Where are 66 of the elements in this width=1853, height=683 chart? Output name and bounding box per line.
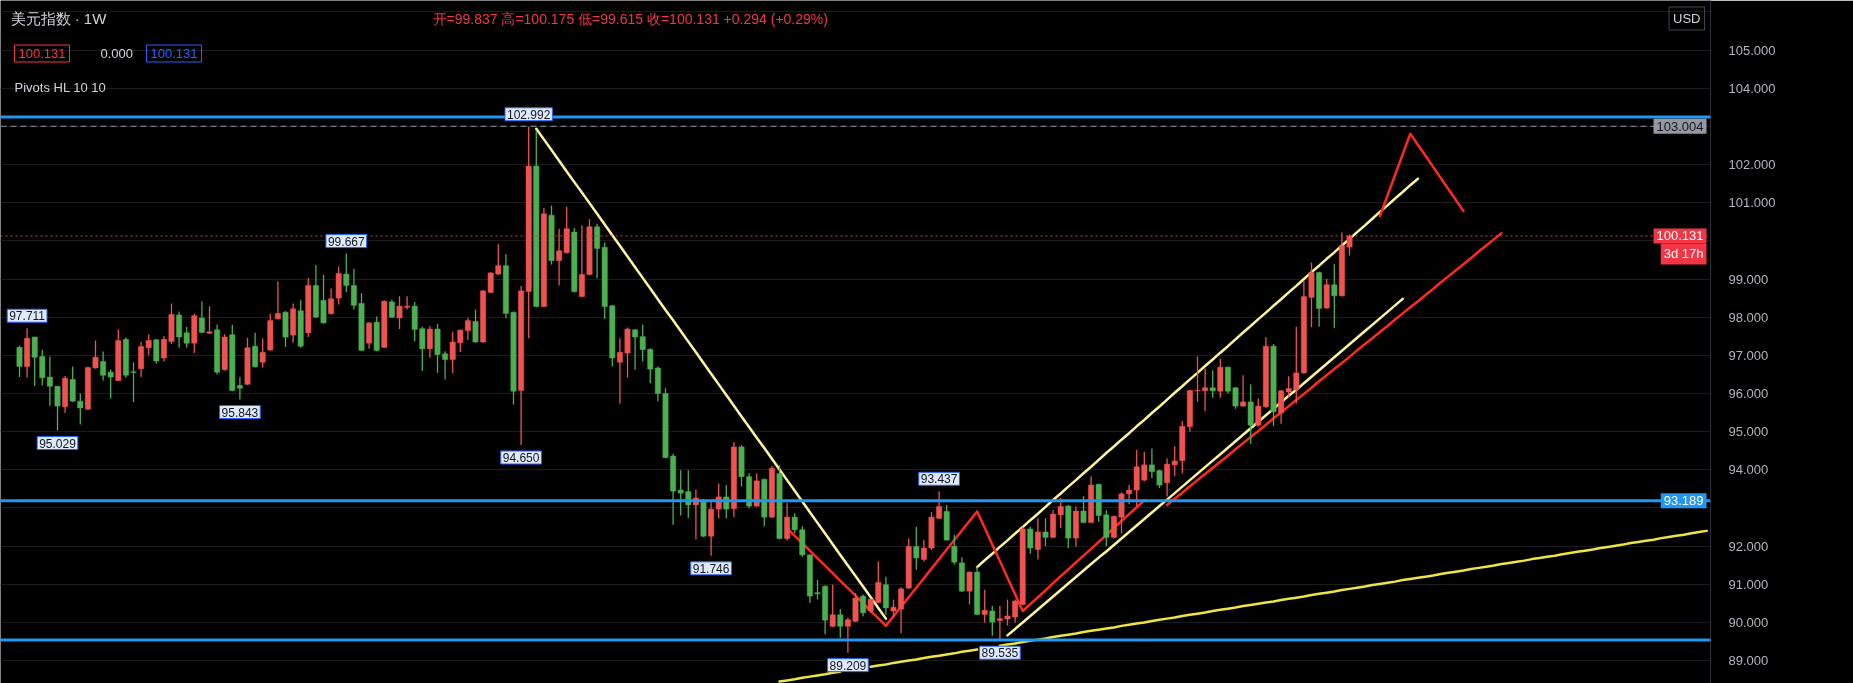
annotation: 100.131	[18, 46, 66, 61]
candlestick	[981, 588, 988, 624]
y-tick-label: 95.000	[1728, 424, 1769, 440]
candlestick	[1247, 383, 1254, 445]
annotation: 0.000	[100, 46, 134, 61]
annotation: 89.535	[981, 646, 1019, 661]
y-tick-label: 96.000	[1728, 386, 1769, 402]
candlestick	[206, 305, 213, 335]
line-series	[1378, 132, 1465, 218]
y-tick-label: 101.000	[1728, 195, 1776, 211]
y-tick-label: 92.000	[1728, 538, 1769, 554]
y-tick-label: 99.000	[1728, 271, 1769, 287]
candlestick	[1080, 495, 1087, 524]
annotation: 99.667	[327, 234, 365, 249]
annotation: 94.650	[502, 451, 540, 466]
y-tick-label: 90.000	[1728, 614, 1769, 630]
annotation: 102.992	[507, 107, 551, 122]
annotation: USD	[1673, 11, 1701, 26]
y-tick-label: 89.000	[1728, 653, 1769, 669]
candlestick	[966, 570, 973, 606]
candlestick	[784, 501, 791, 542]
annotation: 89.209	[829, 658, 867, 673]
y-tick-label: 98.000	[1728, 309, 1769, 325]
candlestick	[426, 325, 433, 359]
y-tick-label: 94.000	[1728, 462, 1769, 478]
ref-line-label: 93.189	[1663, 493, 1704, 509]
annotation: Pivots HL 10 10	[14, 80, 106, 95]
text: 美元指数 · 1W	[10, 10, 108, 27]
candlestick	[274, 280, 281, 321]
y-tick-label: 91.000	[1728, 576, 1769, 592]
annotation: 91.746	[692, 561, 730, 576]
candlestick	[153, 338, 160, 365]
candlestick	[913, 526, 920, 571]
candlestick	[388, 299, 395, 319]
line-series	[1006, 297, 1404, 637]
candlestick	[16, 344, 23, 378]
candlestick	[328, 287, 335, 316]
candlestick	[1027, 526, 1034, 555]
y-tick-label: 102.000	[1728, 157, 1776, 173]
annotation: 100.131	[150, 46, 198, 61]
candlestick	[1323, 278, 1330, 310]
candlestick	[1034, 517, 1041, 561]
y-tick-label: 104.000	[1728, 80, 1776, 96]
candlestick	[1331, 263, 1338, 329]
candlestick	[1042, 517, 1049, 547]
candlestick	[252, 332, 259, 369]
annotation: 95.843	[221, 405, 259, 420]
annotation: 95.029	[39, 436, 77, 451]
candlestick	[1240, 374, 1247, 408]
candlestick	[837, 608, 844, 639]
ref-line-label: 103.004	[1656, 118, 1704, 134]
text: 开=99.837 高=100.175 低=99.615 收=100.131 +0.294 (+0.29%)	[432, 10, 828, 27]
candlestick	[366, 321, 373, 350]
y-tick-label: 97.000	[1728, 347, 1769, 363]
candlestick	[198, 300, 205, 334]
candlestick	[829, 584, 836, 628]
annotation: 93.437	[920, 472, 958, 487]
y-tick-label: 105.000	[1728, 42, 1776, 58]
candlestick	[259, 337, 266, 369]
candlestick	[882, 576, 889, 616]
candlestick	[472, 308, 479, 344]
candlestick	[1209, 369, 1216, 399]
candlestick	[989, 605, 996, 637]
annotation: 97.711	[9, 309, 46, 324]
candlestick	[951, 534, 958, 566]
ref-line-label: 100.131 3d 17h	[1656, 228, 1704, 262]
